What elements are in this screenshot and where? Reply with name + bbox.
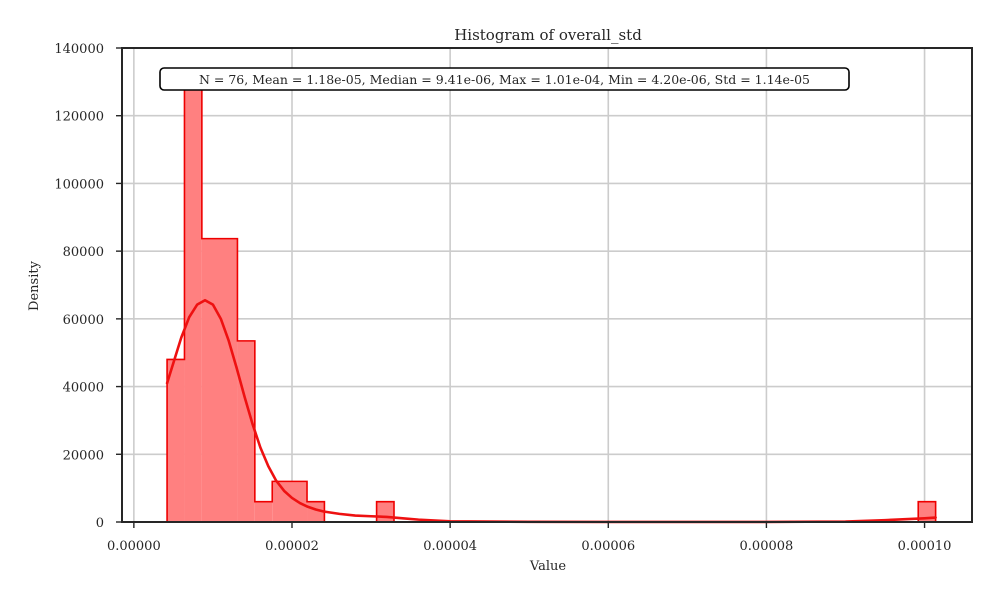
x-tick-label: 0.00000 — [107, 539, 161, 554]
histogram-bar — [237, 340, 255, 522]
chart-title: Histogram of overall_std — [454, 26, 642, 44]
y-tick-label: 0 — [96, 516, 104, 531]
stats-box-text: N = 76, Mean = 1.18e-05, Median = 9.41e-… — [199, 72, 810, 87]
histogram-bar — [254, 501, 273, 522]
kde-curve-layer — [165, 298, 937, 524]
axis-ticks: 0.00000 0.00002 0.00004 0.00006 0.00008 0.000… — [54, 42, 951, 554]
y-tick-label: 40000 — [63, 381, 104, 396]
x-tick-label: 0.00002 — [265, 539, 319, 554]
histogram-bar — [167, 359, 185, 522]
histogram-outline — [166, 74, 937, 522]
x-tick-label: 0.00004 — [423, 539, 477, 554]
y-tick-label: 60000 — [63, 313, 104, 328]
x-axis-label: Value — [529, 559, 566, 574]
y-tick-label: 20000 — [63, 448, 104, 463]
x-tick-label: 0.00006 — [581, 539, 635, 554]
y-tick-label: 80000 — [63, 245, 104, 260]
y-tick-label: 100000 — [54, 177, 104, 192]
histogram-bars — [166, 74, 937, 522]
y-tick-label: 120000 — [54, 110, 104, 125]
y-tick-label: 140000 — [54, 42, 104, 57]
x-tick-label: 0.00008 — [740, 539, 794, 554]
y-axis-label: Density — [27, 260, 42, 311]
histogram-bar — [201, 238, 238, 522]
x-tick-label: 0.00010 — [898, 539, 952, 554]
stats-box-border — [159, 67, 850, 91]
stats-box: N = 76, Mean = 1.18e-05, Median = 9.41e-… — [159, 67, 850, 91]
histogram-bar — [272, 481, 308, 522]
plot-frame — [121, 47, 973, 523]
kde-curve — [165, 298, 937, 524]
histogram-bar — [376, 501, 394, 522]
histogram-bar — [184, 75, 202, 522]
